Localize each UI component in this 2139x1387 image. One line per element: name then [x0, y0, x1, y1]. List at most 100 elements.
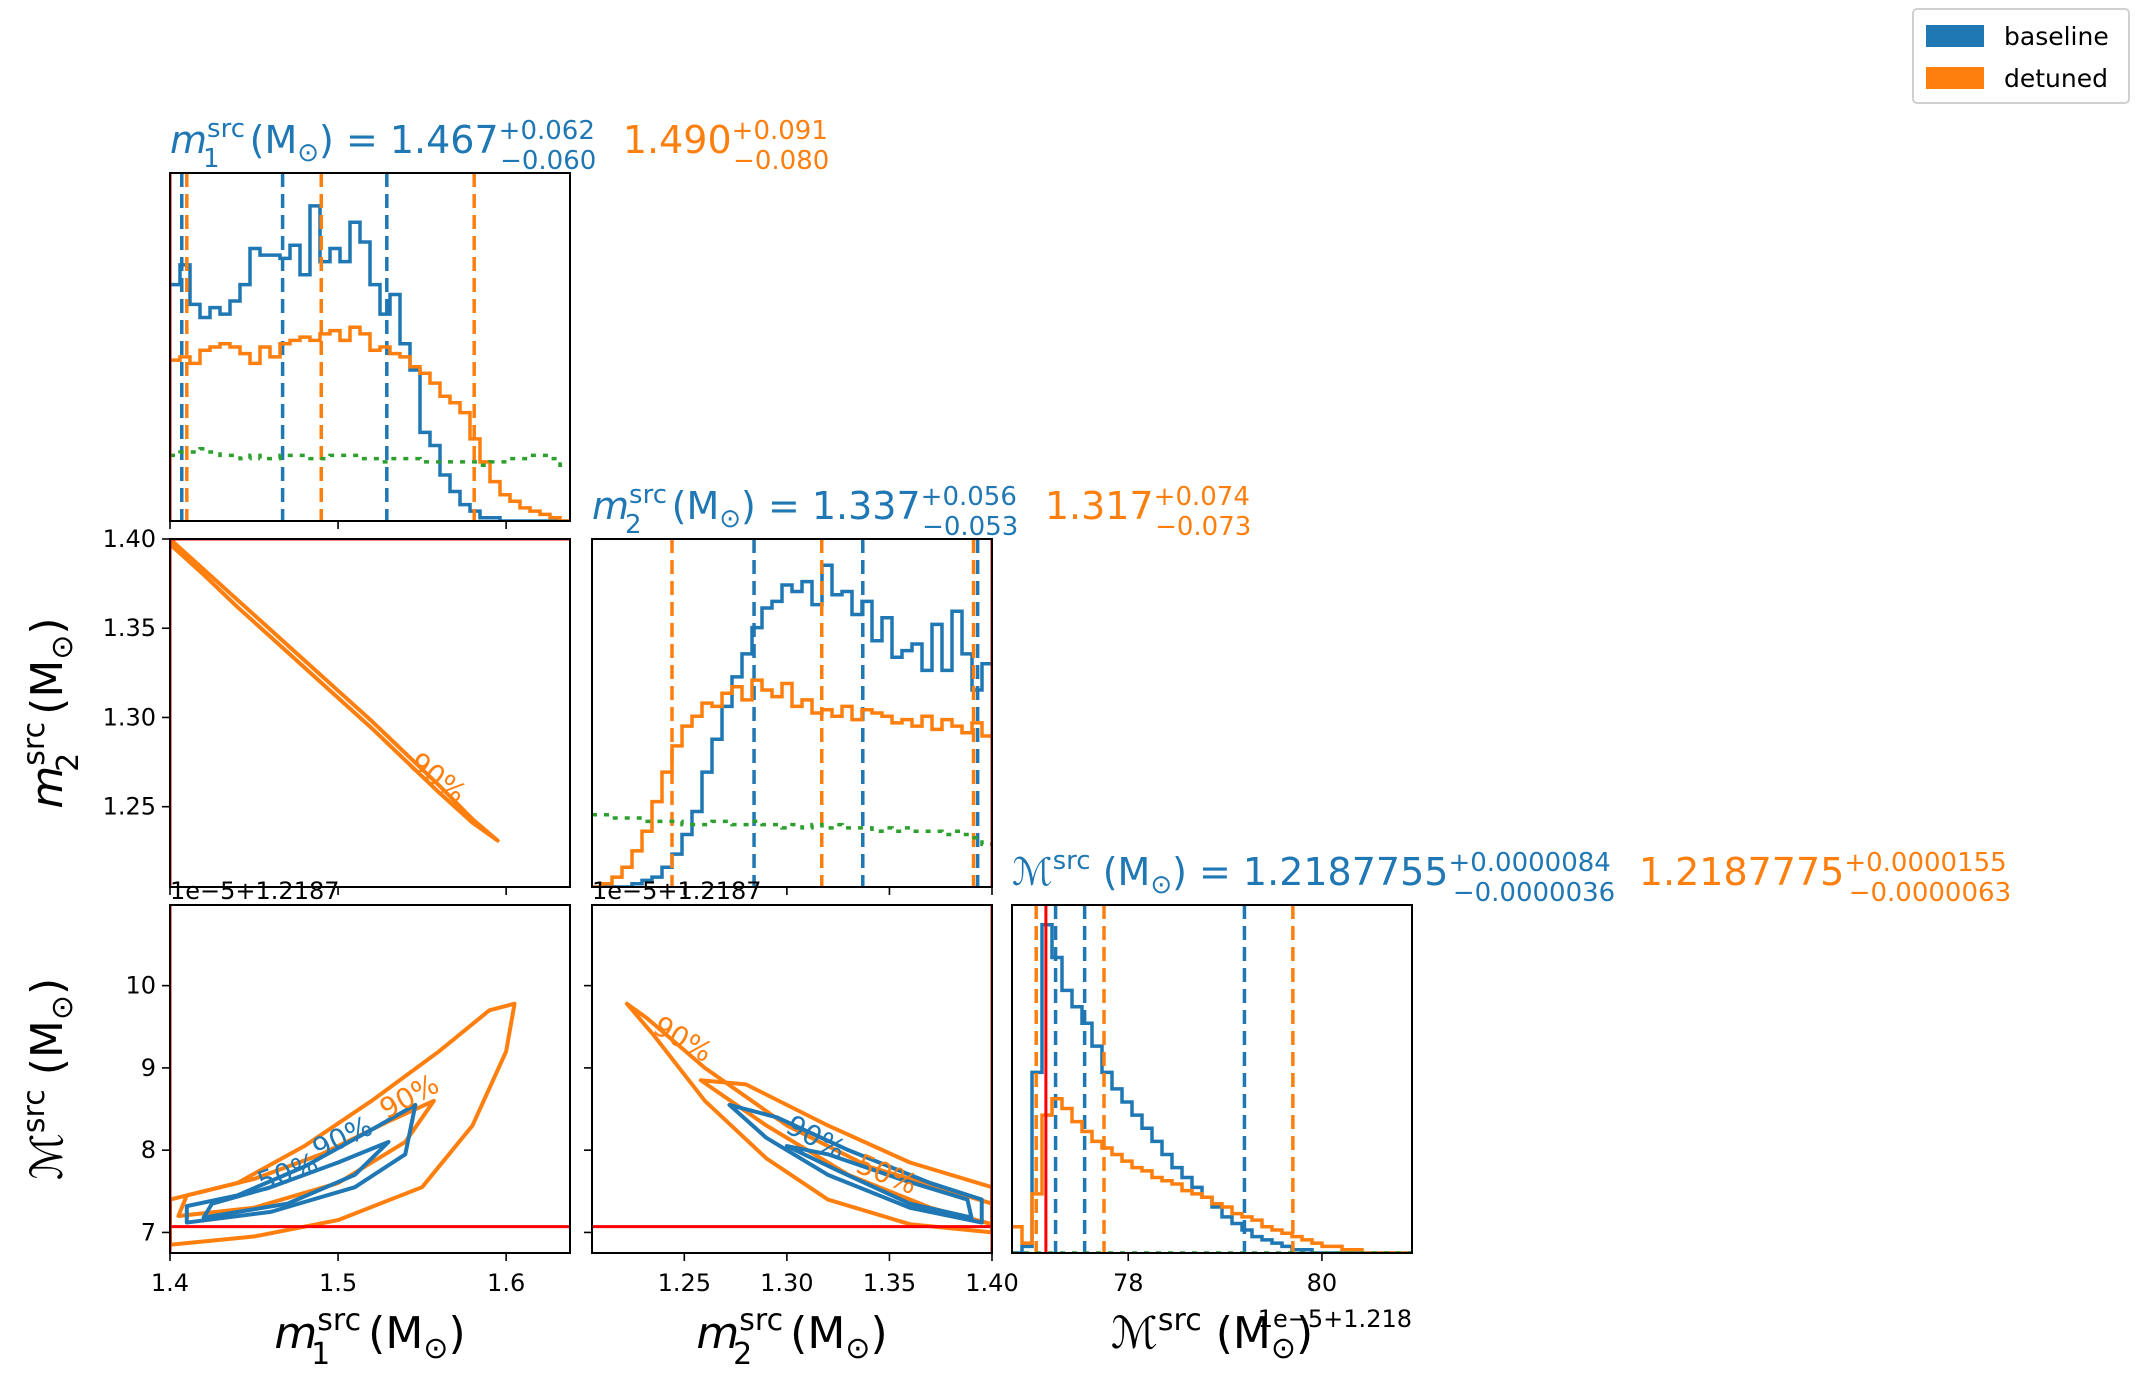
xtick-label-p31-2: 1.6: [487, 1269, 525, 1297]
axis-label-x-m2-sym: m: [696, 1308, 739, 1359]
title-mc-detuned: 1.2187775+0.0000155 −0.0000063: [1639, 848, 2011, 908]
contour-label-m1-m2-90: 90%: [403, 746, 472, 810]
axis-label-y-m2-unit: (M: [22, 660, 73, 729]
diag-panel-m2-plot-area: [592, 539, 992, 887]
ytick-label-p31-1: 8: [141, 1136, 156, 1164]
title-mc-minus: −0.0000036: [1453, 878, 1615, 908]
title-m1-minus: −0.060: [500, 146, 596, 176]
xtick-label-p32-1: 1.30: [760, 1269, 813, 1297]
title-mc-plus2: +0.0000155: [1844, 848, 2006, 878]
ytick-label-p21-3: 1.40: [103, 525, 156, 553]
hist-m1-detuned: [170, 325, 570, 521]
title-m1-unit: (M: [238, 118, 298, 162]
legend-swatch-baseline: [1926, 25, 1984, 47]
title-m1-eq: ) = 1.467: [319, 118, 499, 162]
title-m1-plus2: +0.091: [732, 116, 828, 146]
title-m2-eq: ) = 1.337: [741, 484, 921, 528]
axis-label-y-mc-unit: (M: [22, 1020, 73, 1089]
axis-label-x-m2-sun-icon: ⊙: [845, 1331, 870, 1366]
axis-label-x-m1: msrc 1 (M⊙): [274, 1303, 465, 1372]
contour-m2-mc-detuned_50: [698, 1078, 992, 1227]
axis-label-x-m2-unit: (M: [776, 1308, 845, 1359]
title-m2-sun-icon: ⊙: [719, 504, 741, 534]
panel-m1-m2-frame: [169, 538, 571, 888]
axis-label-y-m2-sym: m: [22, 766, 73, 809]
title-mc-minus2: −0.0000063: [1849, 878, 2011, 908]
title-m2-sym: m: [592, 484, 629, 528]
title-mc: ℳsrc (M⊙) = 1.2187755+0.0000084 −0.000003…: [1012, 846, 1615, 908]
axis-label-y-mc-sup: src: [17, 1089, 52, 1133]
title-m2-plus: +0.056: [921, 482, 1017, 512]
axis-label-x-mc: ℳsrc (M⊙): [1111, 1303, 1313, 1366]
axis-label-x-mc-sym: ℳ: [1111, 1308, 1158, 1359]
axis-label-y-mc-sym: ℳ: [22, 1133, 73, 1180]
xtick-label-p33-0: 78: [1113, 1269, 1144, 1297]
legend-item-baseline: baseline: [1926, 18, 2109, 54]
offset-mc-x: 1e−5+1.218: [1258, 1305, 1412, 1333]
axis-label-x-mc-sup: src: [1158, 1303, 1202, 1338]
panel-m2-mc-frame: [591, 904, 993, 1254]
xtick-label-p31-0: 1.4: [151, 1269, 189, 1297]
title-m2-minus: −0.053: [922, 512, 1018, 542]
legend-label-detuned: detuned: [2004, 63, 2108, 93]
axis-label-x-m2: msrc 2 (M⊙): [696, 1303, 887, 1372]
axis-label-x-mc-close: ): [1296, 1308, 1313, 1359]
panel-m1-mc-frame: [169, 904, 571, 1254]
contour-m2-mc-baseline_90: [727, 1102, 984, 1225]
legend-label-baseline: baseline: [2004, 21, 2109, 51]
contour-m1-mc-detuned_90: [170, 1001, 517, 1247]
offset-mc-y-left: 1e−5+1.2187: [170, 877, 340, 905]
panel-m1-m2: 90% 1.25 1.30 1.35 1.40: [103, 525, 571, 895]
ytick-label-p31-3: 10: [125, 972, 156, 1000]
title-mc-plus: +0.0000084: [1448, 848, 1610, 878]
title-m1: msrc 1 (M⊙) = 1.467+0.062 −0.060: [170, 114, 596, 176]
diag-panel-m2-frame: [591, 538, 993, 888]
title-m1-sub: 1: [203, 144, 220, 174]
panel-m1-mc-plot-area: [170, 905, 570, 1253]
axis-label-x-m1-unit: (M: [354, 1308, 423, 1359]
axis-label-y-m2-close: ): [22, 617, 73, 634]
title-mc-eq: ) = 1.2187755: [1172, 850, 1448, 894]
axis-label-y-mc-close: ): [22, 978, 73, 995]
axis-label-x-m2-close: ): [870, 1308, 887, 1359]
ytick-label-p21-1: 1.30: [103, 703, 156, 731]
diag-panel-mc-frame: [1011, 904, 1413, 1254]
hist-mc-baseline: [1012, 922, 1412, 1253]
contour-m1-m2-detuned_90: [170, 539, 500, 843]
ytick-label-p31-0: 7: [141, 1218, 156, 1246]
diag-panel-m1-plot-area: [170, 173, 570, 521]
axis-label-y-m2-sub: 2: [51, 753, 86, 772]
xtick-label-p33-1: 80: [1307, 1269, 1338, 1297]
axis-label-x-m1-sym: m: [274, 1308, 317, 1359]
xtick-label-p32-0: 1.25: [658, 1269, 711, 1297]
axis-label-x-m1-sub: 1: [311, 1337, 330, 1372]
title-m1-sym: m: [170, 118, 207, 162]
title-m1-detuned: 1.490+0.091 −0.080: [623, 116, 829, 176]
title-m2-unit: (M: [660, 484, 720, 528]
title-m2-detuned: 1.317+0.074 −0.073: [1045, 482, 1251, 542]
legend: baseline detuned: [1912, 8, 2130, 104]
title-m1-val2: 1.490: [623, 118, 732, 162]
offset-mc-y-mid: 1e−5+1.2187: [592, 877, 762, 905]
contour-m1-mc-detuned_50: [176, 1098, 436, 1218]
axis-label-x-m2-sup: src: [739, 1303, 783, 1338]
title-mc-unit: (M: [1091, 850, 1151, 894]
diag-panel-m1: [169, 172, 571, 529]
hist-m1-baseline: [170, 204, 570, 521]
contour-label-m1-mc-detuned-90: 90%: [374, 1067, 444, 1125]
title-mc-sym: ℳ: [1012, 850, 1053, 894]
diag-panel-mc-plot-area: [1012, 905, 1412, 1253]
xtick-label-p32-3: 1.40: [965, 1269, 1018, 1297]
diag-panel-m2: [591, 538, 993, 895]
title-m2: msrc 2 (M⊙) = 1.337+0.056 −0.053: [592, 480, 1018, 542]
hist-mc-detuned: [1012, 1096, 1412, 1253]
hist-m2-detuned: [592, 678, 992, 887]
title-m2-minus2: −0.073: [1155, 512, 1251, 542]
axis-label-x-mc-unit: (M: [1202, 1308, 1271, 1359]
ytick-label-p31-2: 9: [141, 1054, 156, 1082]
contour-label-m2-mc-detuned-90: 90%: [648, 1009, 718, 1069]
panel-m1-m2-plot-area: [170, 539, 570, 887]
axis-label-y-m2: msrc2 (M⊙): [17, 617, 86, 808]
